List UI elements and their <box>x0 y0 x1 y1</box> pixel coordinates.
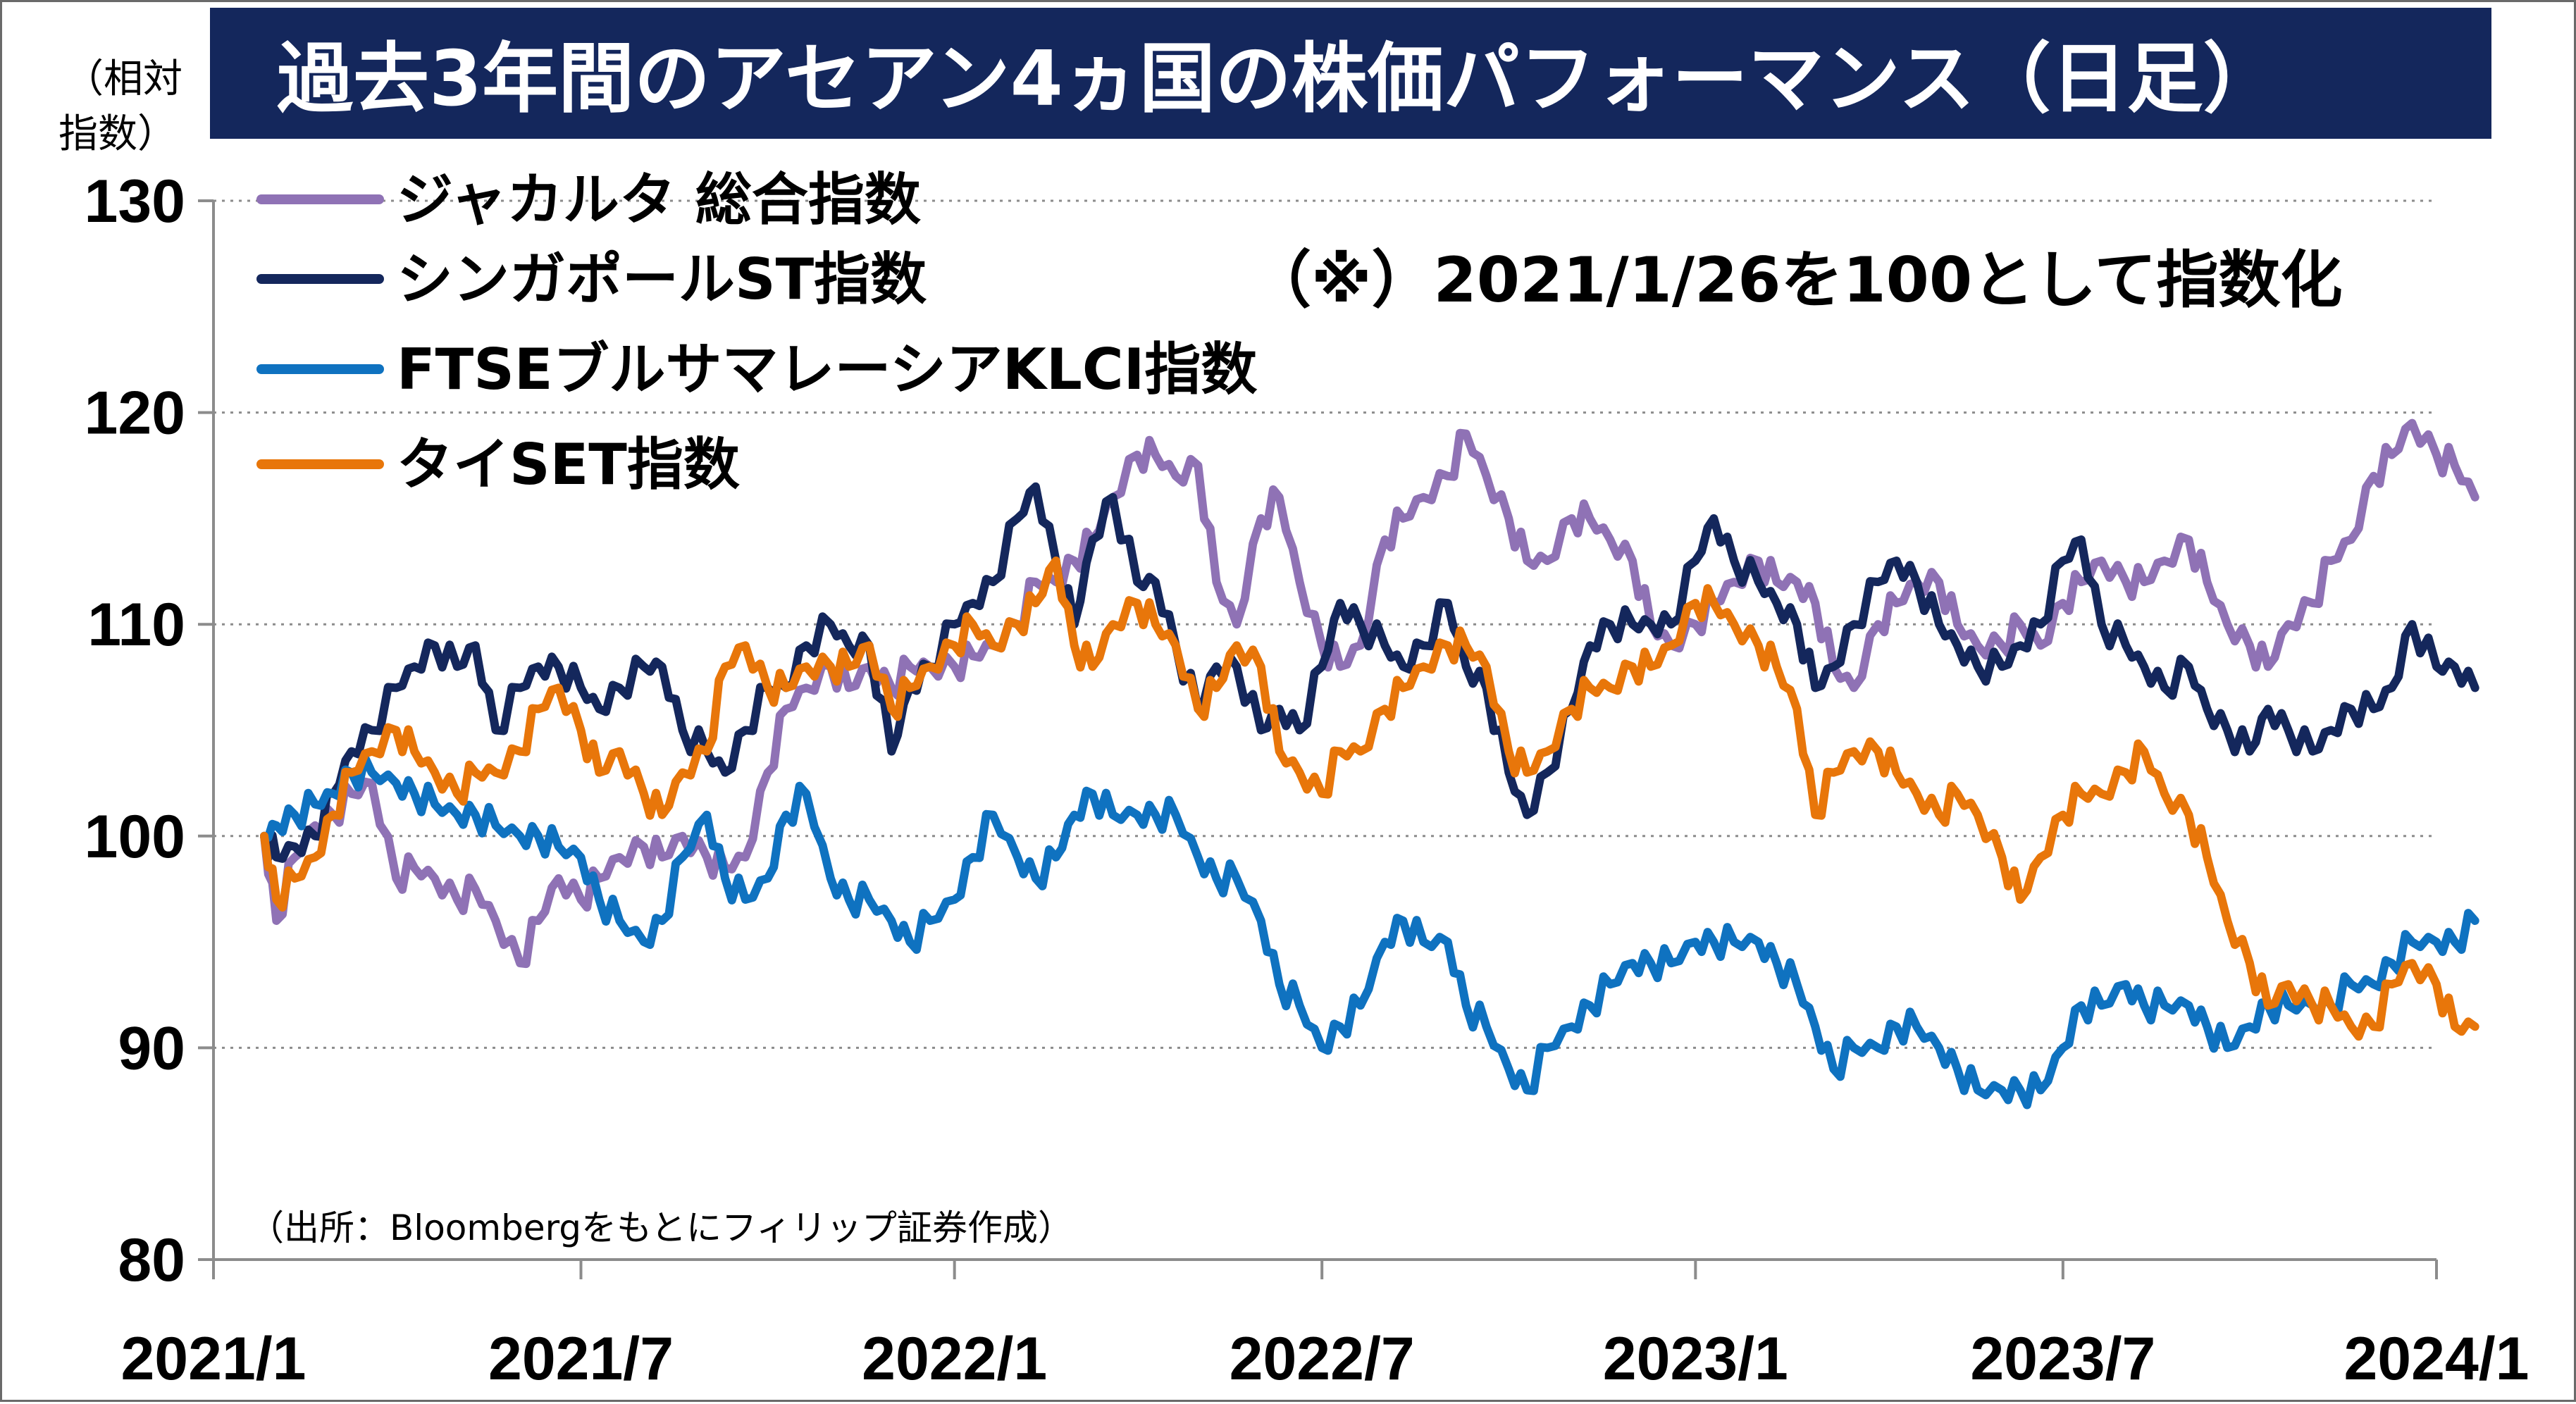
title-banner <box>210 8 2491 139</box>
series-line-2 <box>260 753 2479 1110</box>
legend-label-1: シンガポールST指数 <box>397 247 927 312</box>
legend-label-2: FTSEブルサマレーシアKLCI指数 <box>397 337 1257 402</box>
x-tick-labels: 2021/1 2021/7 2022/1 2022/7 2023/1 2023/7 2024… <box>120 1325 2529 1393</box>
y-tick-labels: 80 90 100 110 120 130 <box>85 168 186 1294</box>
series-lines <box>260 418 2479 1110</box>
y-tick-label-100: 100 <box>85 803 186 871</box>
x-tick-label-5: 2023/7 <box>1970 1325 2155 1393</box>
x-tick-label-1: 2021/7 <box>488 1325 674 1393</box>
axes <box>198 199 2438 1279</box>
y-tick-label-130: 130 <box>85 168 186 235</box>
legend-label-0: ジャカルタ 総合指数 <box>397 167 921 232</box>
series-line-1 <box>260 482 2479 863</box>
y-tick-label-110: 110 <box>87 591 185 659</box>
x-tick-label-2: 2022/1 <box>862 1325 1047 1393</box>
x-tick-label-6: 2024/1 <box>2343 1325 2529 1393</box>
y-axis-label-line-2: 指数） <box>58 111 177 157</box>
y-tick-label-120: 120 <box>85 380 186 447</box>
series-line-3 <box>260 557 2479 1041</box>
y-tick-label-90: 90 <box>118 1014 185 1082</box>
chart-title: 過去3年間のアセアン4ヵ国の株価パフォーマンス（日足） <box>277 35 2279 123</box>
x-tick-label-3: 2022/7 <box>1230 1325 1415 1393</box>
legend-label-3: タイSET指数 <box>397 432 740 497</box>
series-line-0 <box>260 418 2479 969</box>
y-tick-label-80: 80 <box>118 1226 185 1294</box>
index-note: （※）2021/1/26を100として指数化 <box>1249 244 2343 316</box>
y-axis-label-line-1: （相対 <box>64 56 182 102</box>
source-note: （出所：Bloombergをもとにフィリップ証券作成） <box>249 1207 1073 1248</box>
x-tick-label-4: 2023/1 <box>1603 1325 1788 1393</box>
x-tick-label-0: 2021/1 <box>120 1325 306 1393</box>
